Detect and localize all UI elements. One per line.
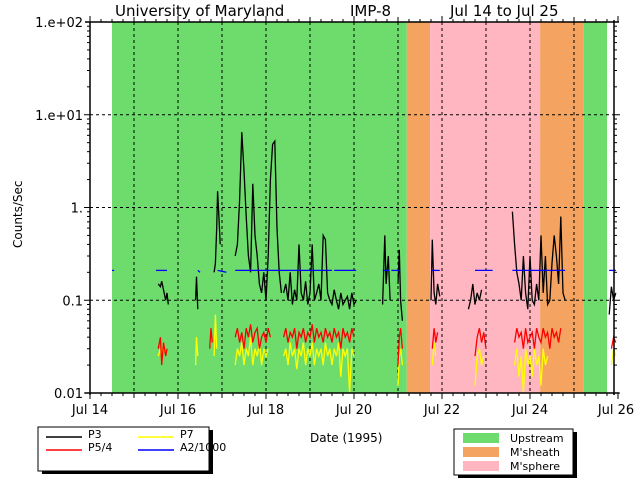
series-p3-line [511, 211, 566, 310]
legend-region-swatch [463, 433, 499, 443]
series-a21000-line [197, 269, 201, 273]
series-p3-line [467, 283, 483, 310]
legend-region-swatch [463, 447, 499, 457]
series-p7-line [397, 348, 404, 386]
x-axis-label: Date (1995) [310, 431, 382, 445]
series-lines [112, 132, 617, 394]
series-p54-line [209, 328, 213, 349]
y-tick-label: 1.e+02 [35, 16, 83, 31]
legend-region-swatch [463, 461, 499, 471]
title-range: Jul 14 to Jul 25 [449, 2, 559, 20]
x-tick-label: Jul 20 [335, 403, 372, 418]
line-legend: P3 P7 P5/4 A2/1000 [37, 426, 226, 474]
series-a21000-line [217, 269, 227, 273]
series-p3-line [213, 191, 221, 273]
series-p54-line [431, 328, 439, 349]
series-p3-line [194, 276, 199, 310]
x-tick-labels: Jul 14 Jul 16 Jul 18 Jul 20 Jul 22 Jul 24 Jul … [71, 403, 634, 418]
y-tick-labels: 1.e+02 1.e+01 1. 0.1 0.01 [35, 16, 83, 402]
y-tick-label: 0.01 [54, 387, 83, 402]
series-p7-line [234, 337, 269, 366]
series-p7-line [431, 342, 437, 366]
region-band [406, 22, 431, 393]
x-tick-label: Jul 26 [597, 403, 634, 418]
title-institution: University of Maryland [115, 2, 284, 20]
grid-lines [90, 22, 614, 393]
series-p54-line [157, 337, 168, 366]
title-spacecraft: IMP-8 [350, 2, 391, 20]
series-p54-line [397, 328, 404, 366]
series-p3-line [397, 249, 404, 321]
series-p54-line [513, 328, 562, 349]
series-p7-line [474, 348, 485, 386]
series-p7-line [194, 337, 199, 366]
legend-label: P3 [88, 428, 102, 441]
y-tick-label: 0.1 [62, 294, 83, 309]
y-tick-label: 1. [71, 202, 83, 217]
legend-region-label: Upstream [510, 432, 564, 445]
legend-label: A2/1000 [180, 441, 226, 454]
series-p7-line [282, 342, 355, 394]
region-band [430, 22, 541, 393]
series-p7-line [513, 348, 549, 394]
legend-region-label: M'sheath [510, 446, 560, 459]
x-tick-label: Jul 22 [423, 403, 460, 418]
x-tick-label: Jul 14 [71, 403, 108, 418]
x-tick-label: Jul 18 [247, 403, 284, 418]
series-p3-line [282, 232, 357, 310]
x-tick-label: Jul 24 [511, 403, 548, 418]
y-tick-label: 1.e+01 [35, 109, 83, 124]
series-p3-line [157, 281, 169, 305]
legend-region-label: M'sphere [510, 460, 560, 473]
x-tick-label: Jul 16 [159, 403, 196, 418]
series-p54-line [282, 324, 355, 349]
series-p7-line [213, 314, 218, 357]
legend-label: P5/4 [88, 441, 112, 454]
axes [84, 16, 620, 399]
series-p54-line [474, 328, 487, 357]
y-axis-label: Counts/Sec [11, 180, 25, 248]
series-p3-line [430, 239, 441, 305]
legend-label: P7 [180, 428, 194, 441]
series-p54-line [234, 324, 272, 349]
